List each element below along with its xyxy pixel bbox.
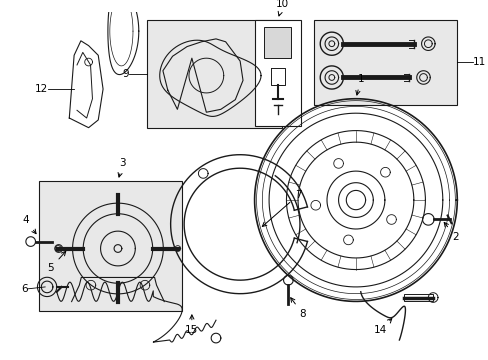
Text: 8: 8 (290, 298, 305, 319)
Text: 2: 2 (443, 222, 458, 242)
Text: 6: 6 (21, 284, 28, 294)
Bar (254, 19, 300, 126)
Text: 3: 3 (118, 158, 126, 177)
Text: 9: 9 (122, 69, 129, 78)
Text: 13: 13 (0, 359, 1, 360)
Text: 12: 12 (35, 84, 48, 94)
Text: 4: 4 (22, 215, 36, 234)
Bar (264, 27, 291, 58)
Text: 1: 1 (355, 75, 364, 95)
Bar (146, 19, 281, 128)
Text: 11: 11 (472, 57, 485, 67)
Bar (40, 181, 182, 311)
Text: 7: 7 (262, 190, 301, 226)
Text: 5: 5 (47, 251, 65, 273)
Bar (404, 294, 432, 301)
Text: 14: 14 (373, 319, 391, 336)
Bar (314, 19, 456, 104)
Text: 15: 15 (185, 315, 198, 336)
Text: 10: 10 (275, 0, 288, 16)
